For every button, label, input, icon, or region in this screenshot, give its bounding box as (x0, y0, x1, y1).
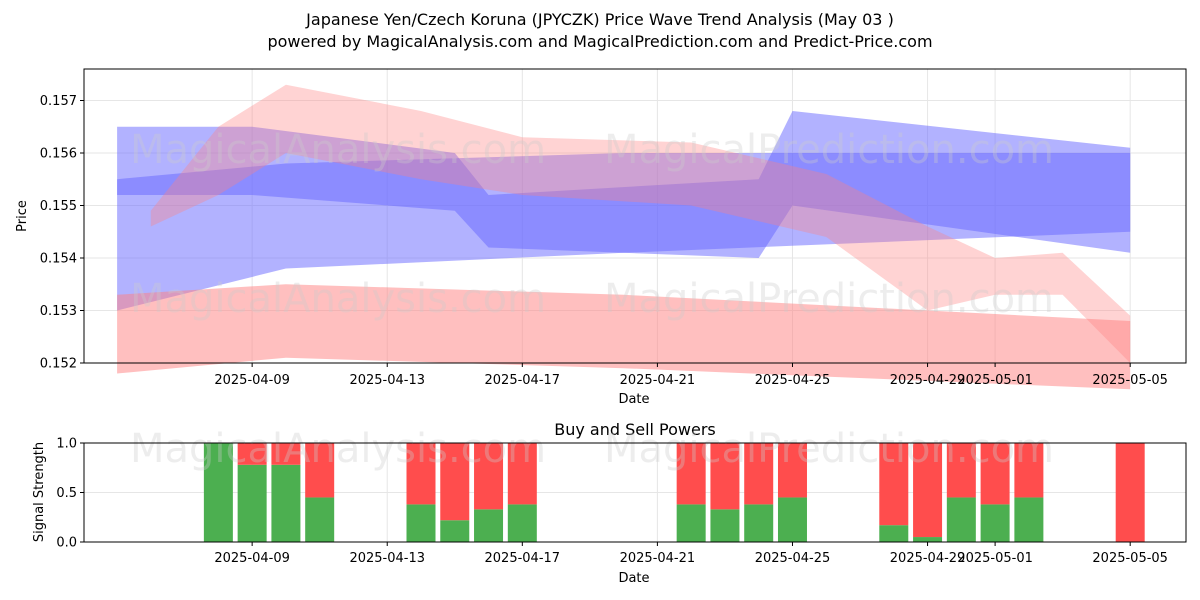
chart-title: Japanese Yen/Czech Koruna (JPYCZK) Price… (306, 10, 894, 29)
powers-x-tick-label: 2025-04-21 (620, 551, 696, 566)
sell-bar (676, 443, 706, 505)
watermark-text: MagicalAnalysis.com (130, 127, 546, 173)
powers-y-ticks: 0.0 0.5 1.0 (56, 437, 84, 551)
sell-bar (980, 443, 1010, 505)
price-x-tick-label: 2025-05-01 (957, 373, 1033, 388)
buy-bar (980, 504, 1010, 542)
sell-bar (406, 443, 436, 505)
powers-x-tick-label: 2025-04-25 (755, 551, 831, 566)
buy-bar (946, 497, 976, 542)
watermark-text: MagicalPrediction.com (604, 426, 1054, 472)
price-x-tick-label: 2025-04-29 (890, 373, 966, 388)
buy-bar (474, 509, 504, 542)
powers-xlabel: Date (618, 571, 649, 586)
sell-bar (710, 443, 740, 510)
price-plot-frame (83, 68, 1187, 364)
buy-bar (1014, 497, 1044, 542)
wave-band-blue-1 (117, 111, 1131, 258)
sell-bar (305, 443, 335, 498)
price-x-tick-label: 2025-05-05 (1092, 373, 1168, 388)
powers-y-tick-label: 0.0 (56, 536, 77, 551)
buy-bar (305, 497, 335, 542)
buy-bar (237, 464, 267, 542)
sell-bar (777, 443, 807, 498)
buy-bar (507, 504, 537, 542)
buy-bar (406, 504, 436, 542)
price-x-tick-label: 2025-04-25 (755, 373, 831, 388)
price-y-tick-label: 0.152 (40, 357, 77, 372)
powers-x-ticks: 2025-04-09 2025-04-13 2025-04-17 2025-04-21… (214, 542, 1168, 566)
sell-bar (1115, 443, 1145, 542)
price-y-tick-label: 0.153 (40, 304, 77, 319)
powers-watermarks: MagicalAnalysis.com MagicalPrediction.com (130, 426, 1054, 472)
buy-bar (271, 464, 301, 542)
watermark-text: MagicalAnalysis.com (130, 276, 546, 322)
sell-bar (271, 443, 301, 465)
price-xlabel: Date (618, 392, 649, 407)
powers-x-tick-label: 2025-04-29 (890, 551, 966, 566)
sell-bar (913, 443, 943, 538)
watermark-text: MagicalPrediction.com (604, 127, 1054, 173)
sell-bar (744, 443, 774, 505)
price-watermarks: MagicalAnalysis.com MagicalPrediction.com… (130, 127, 1054, 322)
buy-bar (710, 509, 740, 542)
price-ylabel: Price (15, 200, 30, 232)
wave-band-red-3 (150, 84, 1131, 363)
price-y-tick-label: 0.155 (40, 199, 77, 214)
powers-y-tick-label: 0.5 (56, 486, 77, 501)
powers-y-tick-label: 1.0 (56, 437, 77, 452)
buy-bar (879, 525, 909, 542)
watermark-text: MagicalPrediction.com (604, 276, 1054, 322)
powers-x-tick-label: 2025-04-17 (485, 551, 561, 566)
buy-bar (744, 504, 774, 542)
powers-ylabel: Signal Strength (32, 442, 47, 542)
buy-bar (440, 520, 470, 542)
buy-bar (676, 504, 706, 542)
buy-bar (203, 443, 233, 542)
buy-bar (777, 497, 807, 542)
price-y-ticks: 0.152 0.153 0.154 0.155 0.156 0.157 (40, 94, 84, 372)
sell-bar (237, 443, 267, 465)
chart-subtitle: powered by MagicalAnalysis.com and Magic… (267, 32, 933, 51)
price-x-tick-label: 2025-04-17 (485, 373, 561, 388)
price-x-tick-label: 2025-04-13 (349, 373, 425, 388)
sell-bar (946, 443, 976, 498)
price-y-tick-label: 0.157 (40, 94, 77, 109)
powers-x-tick-label: 2025-05-01 (957, 551, 1033, 566)
price-y-tick-label: 0.156 (40, 147, 77, 162)
powers-x-tick-label: 2025-05-05 (1092, 551, 1168, 566)
price-y-tick-label: 0.154 (40, 252, 77, 267)
powers-bars (203, 443, 1145, 542)
watermark-text: MagicalAnalysis.com (130, 426, 546, 472)
sell-bar (879, 443, 909, 526)
powers-chart-title: Buy and Sell Powers (554, 420, 716, 439)
price-x-ticks: 2025-04-09 2025-04-13 2025-04-17 2025-04-21… (214, 363, 1168, 388)
powers-x-tick-label: 2025-04-09 (214, 551, 290, 566)
sell-bar (1014, 443, 1044, 498)
powers-x-tick-label: 2025-04-13 (349, 551, 425, 566)
price-x-tick-label: 2025-04-21 (620, 373, 696, 388)
sell-bar (474, 443, 504, 510)
sell-bar (507, 443, 537, 505)
price-x-tick-label: 2025-04-09 (214, 373, 290, 388)
buy-bar (913, 537, 943, 542)
sell-bar (440, 443, 470, 521)
